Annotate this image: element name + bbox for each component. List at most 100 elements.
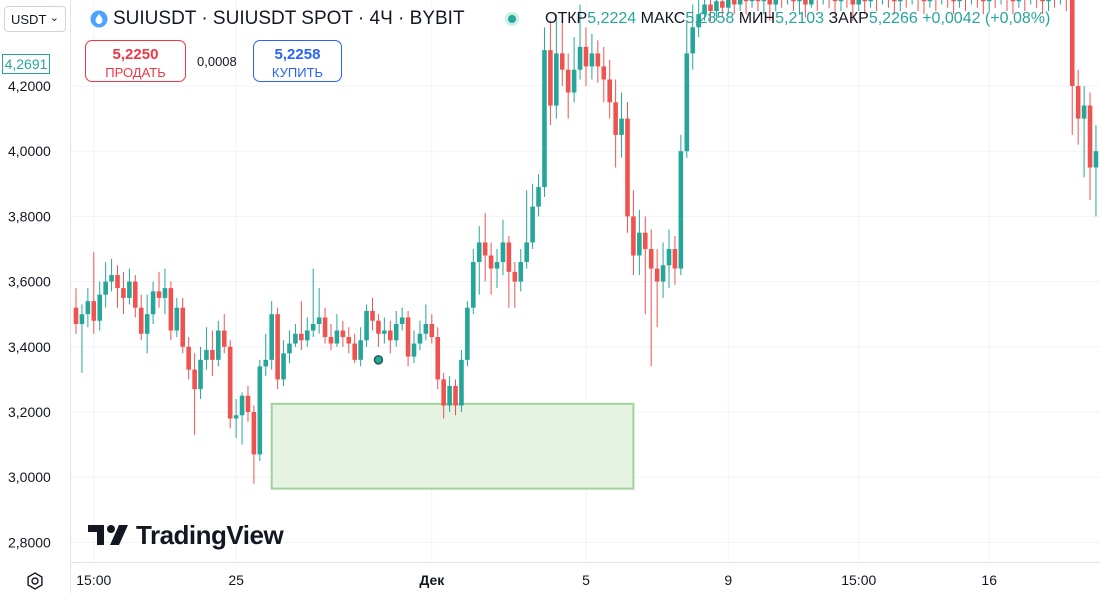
candle-body — [227, 346, 233, 419]
candle-body — [97, 294, 103, 321]
candle-body — [352, 343, 358, 360]
high-label: МАКС — [640, 10, 686, 27]
candle-body — [571, 69, 577, 93]
candle-body — [720, 1, 725, 8]
drawing-anchor-point[interactable] — [373, 355, 384, 365]
candle-body — [257, 366, 263, 455]
candle-body — [482, 242, 488, 256]
candle-body — [73, 307, 79, 324]
demand-zone-rectangle[interactable] — [270, 402, 635, 490]
tradingview-logo[interactable]: TradingView — [88, 519, 284, 551]
candle-body — [666, 249, 672, 266]
candle-body — [832, 0, 838, 2]
candle-body — [138, 307, 144, 334]
candle-body — [773, 0, 779, 5]
candle-body — [168, 288, 174, 331]
candle-body — [127, 281, 132, 298]
candle-body — [1040, 0, 1045, 2]
candle-body — [625, 118, 630, 217]
ohlc-legend: ОТКР5,2224 МАКС5,2858 МИН5,2103 ЗАКР5,22… — [545, 10, 1050, 28]
change-value: +0,0042 (+0,08%) — [922, 10, 1051, 27]
candle-body — [109, 275, 114, 282]
candle-body — [465, 307, 470, 360]
market-status-icon[interactable] — [505, 12, 519, 26]
candle-body — [678, 151, 684, 269]
candle-body — [708, 4, 713, 12]
currency-select[interactable]: USDT ⌄ — [4, 6, 66, 32]
currency-label: USDT — [11, 11, 47, 27]
candle-body — [233, 415, 239, 419]
candle-body — [399, 317, 405, 324]
candle-body — [1010, 0, 1016, 2]
candle-body — [767, 0, 773, 5]
candle-body — [613, 102, 618, 135]
candle-body — [429, 323, 435, 338]
candle-body — [423, 323, 429, 334]
candle-body — [731, 0, 737, 5]
candle-body — [411, 343, 417, 357]
y-tick-label: 3,4000 — [8, 339, 51, 355]
sell-button[interactable]: 5,2250 ПРОДАТЬ — [85, 40, 186, 82]
candle-body — [304, 330, 310, 341]
sell-price: 5,2250 — [112, 46, 159, 63]
candle-body — [91, 301, 97, 321]
candle-body — [174, 307, 180, 331]
candle-body — [536, 187, 541, 207]
candle-body — [714, 1, 719, 12]
candle-body — [921, 0, 927, 2]
candle-body — [133, 281, 138, 308]
candle-body — [376, 320, 381, 334]
candle-body — [791, 0, 796, 2]
candle-body — [749, 0, 755, 2]
candle-body — [548, 50, 553, 106]
settings-icon[interactable] — [25, 571, 45, 591]
candle-body — [631, 216, 636, 256]
candle-body — [476, 242, 482, 263]
spread-value: 0,0008 — [197, 54, 237, 69]
candle-body — [577, 46, 583, 70]
close-value: 5,2266 — [868, 10, 918, 27]
candle-body — [642, 232, 648, 249]
candle-body — [506, 242, 512, 272]
x-tick-label: 15:00 — [841, 572, 876, 588]
open-value: 5,2224 — [587, 10, 637, 27]
candle-body — [382, 330, 387, 334]
candle-body — [115, 275, 120, 289]
candle-body — [216, 330, 221, 360]
candle-body — [565, 69, 571, 93]
candle-body — [595, 53, 601, 67]
candle-body — [358, 340, 363, 360]
candle-body — [150, 291, 156, 315]
candle-body — [512, 271, 518, 282]
low-value: 5,2103 — [775, 10, 825, 27]
candle-body — [204, 350, 209, 360]
candle-body — [761, 0, 767, 2]
x-tick-label: 9 — [724, 572, 732, 588]
candle-body — [897, 0, 903, 2]
candle-body — [79, 314, 85, 324]
x-tick-label: 25 — [228, 572, 244, 588]
candle-body — [892, 0, 897, 2]
candle-body — [334, 330, 340, 344]
candle-body — [85, 301, 91, 315]
candle-body — [601, 66, 607, 80]
candle-body — [957, 0, 962, 2]
candle-body — [589, 53, 595, 67]
buy-button[interactable]: 5,2258 КУПИТЬ — [253, 40, 342, 82]
candle-body — [554, 53, 559, 106]
symbol-title[interactable]: SUIUSDT · SUIUSDT SPOT · 4Ч · BYBIT — [113, 8, 465, 29]
candle-body — [192, 369, 197, 390]
x-tick-label: 16 — [981, 572, 997, 588]
buy-price: 5,2258 — [274, 46, 321, 63]
candle-body — [702, 4, 707, 15]
current-price-tag: 4,2691 — [2, 54, 50, 74]
candle-body — [737, 0, 743, 5]
open-label: ОТКР — [545, 10, 588, 27]
candle-body — [103, 281, 108, 295]
candle-body — [210, 350, 215, 360]
candle-body — [281, 353, 286, 380]
candle-body — [607, 79, 612, 103]
candle-body — [654, 268, 660, 282]
candle-body — [387, 330, 393, 341]
